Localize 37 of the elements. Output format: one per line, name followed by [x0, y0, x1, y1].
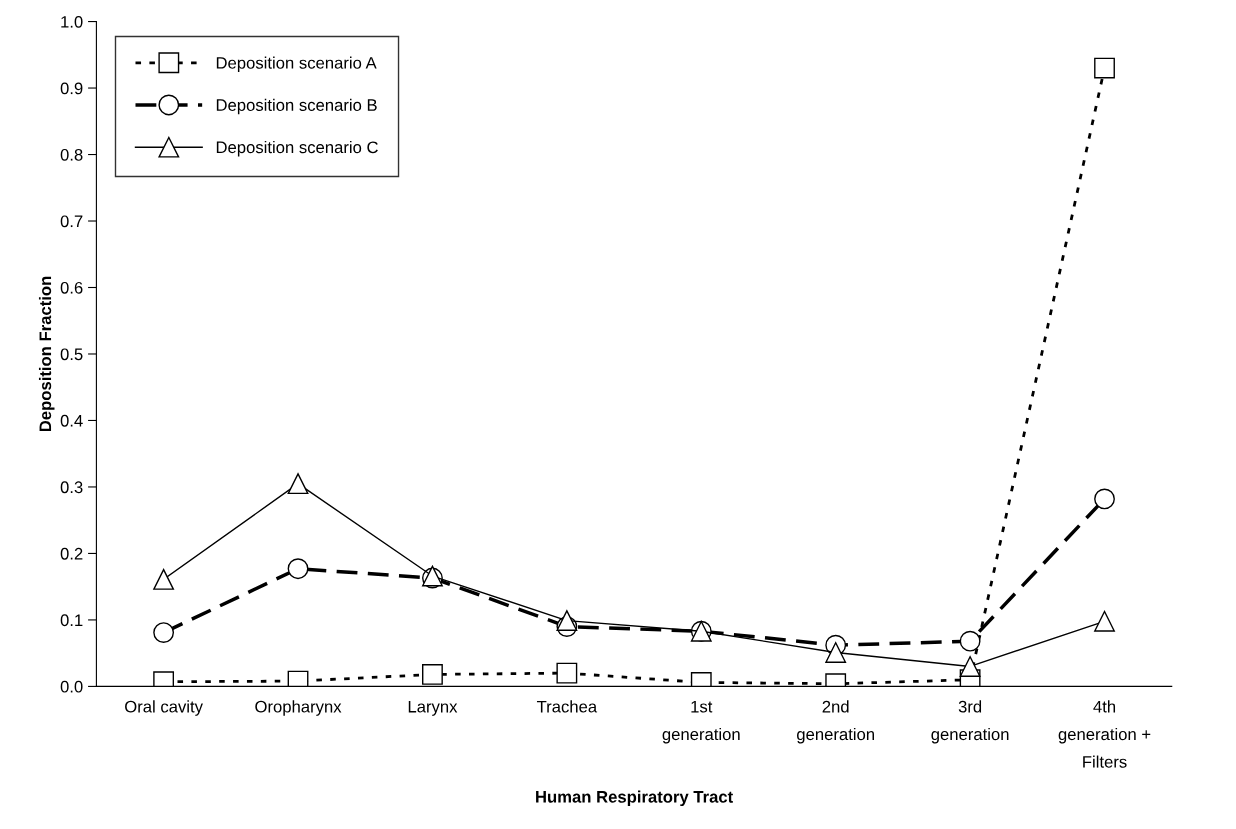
y-tick-label: 0.4: [60, 414, 83, 427]
y-tick-label: 0.0: [60, 680, 83, 693]
point: [1094, 488, 1115, 510]
x-tick-label: Oral cavity: [125, 700, 203, 716]
x-tick-label: 1st generation: [662, 700, 740, 744]
y-tick-label: 1.0: [61, 15, 83, 28]
point: [825, 642, 847, 663]
point: [287, 558, 309, 580]
y-tick-label: 0.8: [60, 148, 83, 161]
point: [556, 662, 578, 684]
y-tick-label: 0.6: [60, 281, 83, 294]
y-tick-label: 0.9: [60, 82, 83, 95]
y-tick-label: 0.3: [60, 481, 83, 494]
y-tick-label: 0.5: [60, 348, 83, 361]
point: [959, 656, 981, 677]
y-tick-label: 0.7: [60, 215, 83, 228]
point: [556, 610, 578, 632]
point: [1094, 57, 1115, 79]
x-tick-label: Trachea: [536, 700, 598, 713]
legend-label: Deposition scenario B: [216, 98, 377, 115]
x-axis-title: Human Respiratory Tract: [536, 790, 733, 807]
x-tick-label: 3rd generation: [931, 700, 1009, 744]
point: [153, 568, 175, 590]
x-tick-label: 2nd generation: [797, 700, 874, 744]
point: [422, 664, 443, 685]
point: [287, 473, 309, 495]
legend-label: Deposition scenario C: [216, 140, 378, 157]
x-tick-label: 4th generation + Filters: [1058, 700, 1151, 768]
point: [1094, 610, 1115, 632]
legend-label: Deposition scenario A: [216, 56, 377, 73]
y-axis-title: Deposition Fraction: [38, 276, 55, 432]
y-tick-label: 0.2: [60, 547, 83, 560]
x-tick-label: Larynx: [408, 700, 458, 716]
point: [959, 630, 981, 652]
y-tick-label: 0.1: [60, 614, 83, 627]
point: [153, 622, 175, 643]
x-tick-label: Oropharynx: [255, 700, 342, 716]
